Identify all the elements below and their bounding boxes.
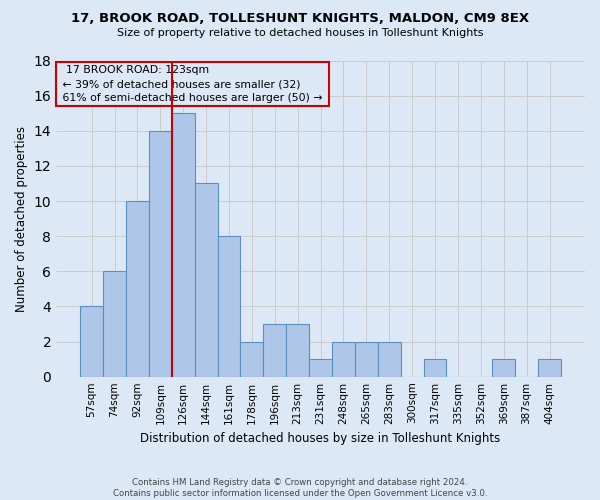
Bar bbox=[241, 342, 263, 376]
Bar bbox=[309, 359, 332, 376]
Bar bbox=[332, 342, 355, 376]
Bar bbox=[172, 113, 194, 376]
Text: 17 BROOK ROAD: 123sqm  
 ← 39% of detached houses are smaller (32) 
 61% of semi: 17 BROOK ROAD: 123sqm ← 39% of detached … bbox=[59, 65, 326, 103]
Text: 17, BROOK ROAD, TOLLESHUNT KNIGHTS, MALDON, CM9 8EX: 17, BROOK ROAD, TOLLESHUNT KNIGHTS, MALD… bbox=[71, 12, 529, 26]
Bar bbox=[424, 359, 446, 376]
X-axis label: Distribution of detached houses by size in Tolleshunt Knights: Distribution of detached houses by size … bbox=[140, 432, 501, 445]
Y-axis label: Number of detached properties: Number of detached properties bbox=[15, 126, 28, 312]
Bar bbox=[263, 324, 286, 376]
Bar bbox=[492, 359, 515, 376]
Bar bbox=[286, 324, 309, 376]
Bar bbox=[538, 359, 561, 376]
Text: Size of property relative to detached houses in Tolleshunt Knights: Size of property relative to detached ho… bbox=[117, 28, 483, 38]
Bar bbox=[194, 184, 218, 376]
Text: Contains HM Land Registry data © Crown copyright and database right 2024.
Contai: Contains HM Land Registry data © Crown c… bbox=[113, 478, 487, 498]
Bar bbox=[378, 342, 401, 376]
Bar bbox=[80, 306, 103, 376]
Bar bbox=[103, 272, 126, 376]
Bar bbox=[355, 342, 378, 376]
Bar bbox=[218, 236, 241, 376]
Bar bbox=[149, 131, 172, 376]
Bar bbox=[126, 201, 149, 376]
